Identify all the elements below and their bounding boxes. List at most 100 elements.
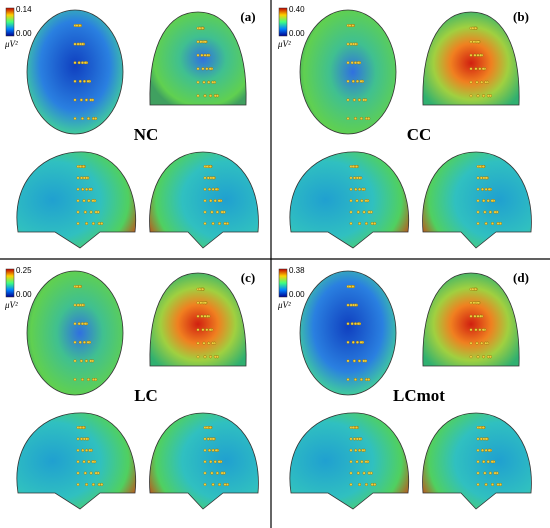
electrode [92, 378, 95, 381]
group-name: LC [134, 386, 158, 405]
electrode [79, 359, 83, 363]
electrode [82, 165, 86, 168]
electrode [356, 322, 360, 326]
scale-min: 0.00 [16, 29, 32, 38]
head-back [149, 11, 247, 106]
electrode [209, 355, 213, 359]
electrode [208, 67, 212, 71]
electrode [77, 322, 81, 326]
electrode [349, 471, 353, 475]
electrode [86, 378, 90, 381]
electrode [83, 61, 87, 65]
electrode [207, 80, 211, 84]
electrode [75, 285, 79, 288]
electrode [208, 187, 211, 191]
electrode [217, 460, 221, 464]
electrode [484, 80, 488, 84]
electrode [203, 448, 207, 452]
electrode [491, 222, 494, 225]
electrode [220, 471, 224, 475]
electrode [350, 322, 354, 326]
electrode [76, 471, 80, 475]
electrode [476, 301, 480, 305]
electrode [80, 176, 83, 180]
head-top [299, 270, 397, 396]
electrode [478, 328, 482, 332]
electrode [76, 448, 80, 452]
electrode [78, 340, 82, 344]
electrode [81, 42, 85, 46]
electrode [482, 94, 486, 98]
electrode [479, 53, 483, 57]
electrode [354, 448, 358, 452]
electrode [476, 483, 480, 486]
electrode [206, 53, 210, 57]
electrode [356, 210, 360, 214]
electrode [479, 176, 483, 180]
electrode [359, 79, 363, 83]
electrode [496, 483, 500, 486]
electrode [471, 26, 475, 30]
electrode [469, 355, 473, 359]
electrode [486, 460, 490, 464]
electrode [77, 61, 81, 65]
electrode [205, 67, 209, 71]
electrode [83, 471, 87, 475]
electrode [355, 460, 359, 464]
electrode [203, 187, 207, 191]
electrode [476, 187, 480, 191]
scale-max: 0.25 [16, 266, 32, 275]
electrode [203, 483, 207, 486]
electrode [211, 437, 215, 441]
electrode [469, 80, 473, 84]
electrode [354, 378, 357, 381]
electrode [360, 199, 364, 203]
electrode [482, 460, 486, 464]
electrode [476, 471, 480, 475]
electrode [210, 210, 214, 214]
electrode [91, 199, 95, 203]
electrode [351, 79, 355, 83]
electrode [367, 210, 371, 214]
electrode [203, 222, 207, 225]
head-left [16, 151, 137, 249]
electrode [211, 448, 215, 452]
electrode [73, 303, 77, 307]
electrode [73, 378, 77, 381]
electrode [351, 340, 355, 344]
electrode [86, 117, 90, 120]
electrode [498, 222, 502, 225]
electrode [472, 301, 476, 305]
electrode [203, 471, 207, 475]
electrode [352, 98, 356, 102]
electrode [358, 187, 362, 191]
electrode [81, 187, 85, 191]
electrode [469, 53, 473, 57]
electrode [203, 210, 207, 214]
electrode [203, 199, 207, 203]
electrode [82, 460, 86, 464]
colorbar [278, 268, 288, 298]
electrode [85, 437, 89, 441]
electrode [218, 222, 221, 225]
electrode [206, 176, 210, 180]
electrode [202, 80, 206, 84]
head-back [422, 11, 520, 106]
electrode [211, 483, 215, 486]
colorbar [278, 7, 288, 37]
scale-unit: μV² [277, 300, 291, 310]
electrode [203, 460, 207, 464]
electrode [196, 328, 200, 332]
electrode [76, 483, 80, 486]
head-back [422, 272, 520, 367]
electrode [76, 210, 80, 214]
head-top [26, 9, 124, 135]
electrode [359, 378, 363, 381]
electrode [94, 210, 98, 214]
electrode [78, 24, 82, 27]
electrode [205, 165, 209, 168]
electrode [76, 42, 80, 46]
electrode [469, 40, 473, 44]
